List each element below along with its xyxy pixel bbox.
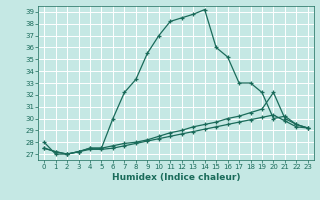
X-axis label: Humidex (Indice chaleur): Humidex (Indice chaleur) xyxy=(112,173,240,182)
